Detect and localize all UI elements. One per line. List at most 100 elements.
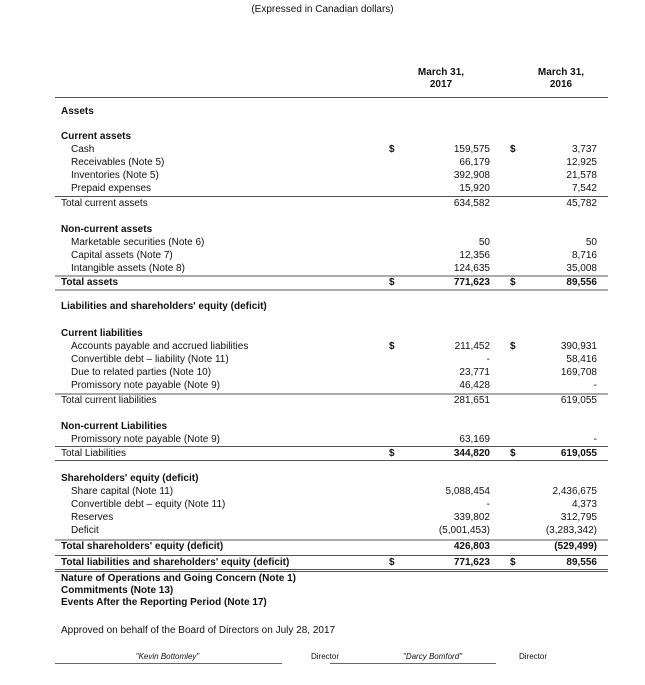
- currency-symbol: $: [389, 557, 395, 568]
- value-2016: 12,925: [566, 157, 597, 168]
- row-label: Nature of Operations and Going Concern (…: [61, 573, 297, 584]
- subtotal-rule: [55, 275, 608, 277]
- value-2016: 89,556: [566, 557, 597, 568]
- statement-subtitle: (Expressed in Canadian dollars): [251, 4, 394, 15]
- value-2016: (3,283,342): [545, 525, 597, 536]
- value-2016: 7,542: [571, 183, 597, 194]
- value-2017: 124,635: [453, 263, 490, 274]
- signature-line-1: [55, 663, 282, 664]
- approval-statement: Approved on behalf of the Board of Direc…: [61, 625, 336, 636]
- currency-symbol: $: [510, 341, 516, 352]
- row-label: Marketable securities (Note 6): [71, 237, 205, 248]
- row-label: Non-current Liabilities: [61, 421, 168, 432]
- value-2016: -: [593, 380, 597, 391]
- row-label: Reserves: [71, 512, 114, 523]
- signature-2-title: Director: [519, 652, 548, 661]
- value-2016: 35,008: [566, 263, 597, 274]
- value-2016: (529,499): [554, 541, 597, 552]
- value-2017: 5,088,454: [445, 486, 491, 497]
- signature-line-2: [330, 663, 496, 664]
- row-label: Due to related parties (Note 10): [71, 367, 212, 378]
- header-rule: [55, 97, 608, 98]
- value-2017: 12,356: [459, 250, 490, 261]
- value-2016: 312,795: [560, 512, 597, 523]
- currency-symbol: $: [510, 144, 516, 155]
- row-label: Assets: [61, 106, 94, 117]
- value-2017: 771,623: [453, 277, 490, 288]
- row-label: Inventories (Note 5): [71, 170, 159, 181]
- value-2016: 50: [585, 237, 597, 248]
- total-rule: [55, 460, 608, 461]
- value-2017: 50: [478, 237, 490, 248]
- value-2017: 66,179: [459, 157, 490, 168]
- value-2017: 159,575: [453, 144, 490, 155]
- currency-symbol: $: [389, 277, 395, 288]
- row-label: Non-current assets: [61, 224, 153, 235]
- value-2016: 390,931: [560, 341, 597, 352]
- row-label: Total assets: [61, 277, 119, 288]
- row-label: Accounts payable and accrued liabilities: [71, 341, 249, 352]
- column-header-2016: March 31, 2016: [521, 67, 601, 91]
- value-2017: 63,169: [459, 434, 490, 445]
- column-header-line: March 31,: [537, 67, 585, 78]
- value-2017: 771,623: [453, 557, 490, 568]
- value-2017: 281,651: [453, 395, 490, 406]
- total-rule: [55, 289, 608, 291]
- value-2016: 58,416: [566, 354, 597, 365]
- value-2017: 339,802: [453, 512, 490, 523]
- value-2016: 8,716: [571, 250, 597, 261]
- column-header-2017: March 31, 2017: [401, 67, 481, 91]
- subtotal-rule: [55, 446, 608, 447]
- row-label: Total Liabilities: [61, 448, 127, 459]
- currency-symbol: $: [510, 557, 516, 568]
- value-2017: 344,820: [453, 448, 490, 459]
- value-2016: 619,055: [560, 448, 597, 459]
- value-2017: (5,001,453): [438, 525, 490, 536]
- signature-2: "Darcy Bomford": [402, 652, 463, 661]
- currency-symbol: $: [389, 341, 395, 352]
- row-label: Share capital (Note 11): [71, 486, 174, 497]
- row-label: Liabilities and shareholders' equity (de…: [61, 301, 267, 312]
- row-label: Total liabilities and shareholders' equi…: [61, 557, 290, 568]
- value-2017: 46,428: [459, 380, 490, 391]
- value-2017: 23,771: [459, 367, 490, 378]
- currency-symbol: $: [389, 144, 395, 155]
- row-label: Promissory note payable (Note 9): [71, 380, 220, 391]
- row-label: Current liabilities: [61, 328, 143, 339]
- row-label: Cash: [71, 144, 95, 155]
- value-2017: -: [486, 499, 490, 510]
- row-label: Deficit: [71, 525, 99, 536]
- value-2016: 2,436,675: [552, 486, 598, 497]
- row-label: Capital assets (Note 7): [71, 250, 173, 261]
- value-2017: -: [486, 354, 490, 365]
- row-label: Shareholders' equity (deficit): [61, 473, 199, 484]
- value-2017: 392,908: [453, 170, 490, 181]
- value-2016: 89,556: [566, 277, 597, 288]
- value-2017: 426,803: [453, 541, 490, 552]
- row-label: Events After the Reporting Period (Note …: [61, 597, 267, 608]
- row-label: Current assets: [61, 131, 132, 142]
- value-2017: 634,582: [453, 198, 490, 209]
- row-label: Total current assets: [61, 198, 148, 209]
- row-label: Total current liabilities: [61, 395, 157, 406]
- subtotal-rule: [55, 555, 608, 556]
- value-2016: 619,055: [560, 395, 597, 406]
- currency-symbol: $: [389, 448, 395, 459]
- row-label: Convertible debt – liability (Note 11): [71, 354, 229, 365]
- value-2016: 4,373: [571, 499, 597, 510]
- currency-symbol: $: [510, 277, 516, 288]
- value-2016: 45,782: [566, 198, 597, 209]
- row-label: Convertible debt – equity (Note 11): [71, 499, 226, 510]
- value-2016: 169,708: [560, 367, 597, 378]
- value-2016: 3,737: [571, 144, 597, 155]
- column-header-line: March 31,: [417, 67, 465, 78]
- currency-symbol: $: [510, 448, 516, 459]
- row-label: Promissory note payable (Note 9): [71, 434, 220, 445]
- signature-1-title: Director: [311, 652, 340, 661]
- subtotal-rule: [55, 539, 608, 541]
- row-label: Total shareholders' equity (deficit): [61, 541, 224, 552]
- row-label: Intangible assets (Note 8): [71, 263, 185, 274]
- subtotal-rule: [55, 196, 608, 197]
- total-rule: [55, 569, 608, 572]
- value-2017: 15,920: [459, 183, 490, 194]
